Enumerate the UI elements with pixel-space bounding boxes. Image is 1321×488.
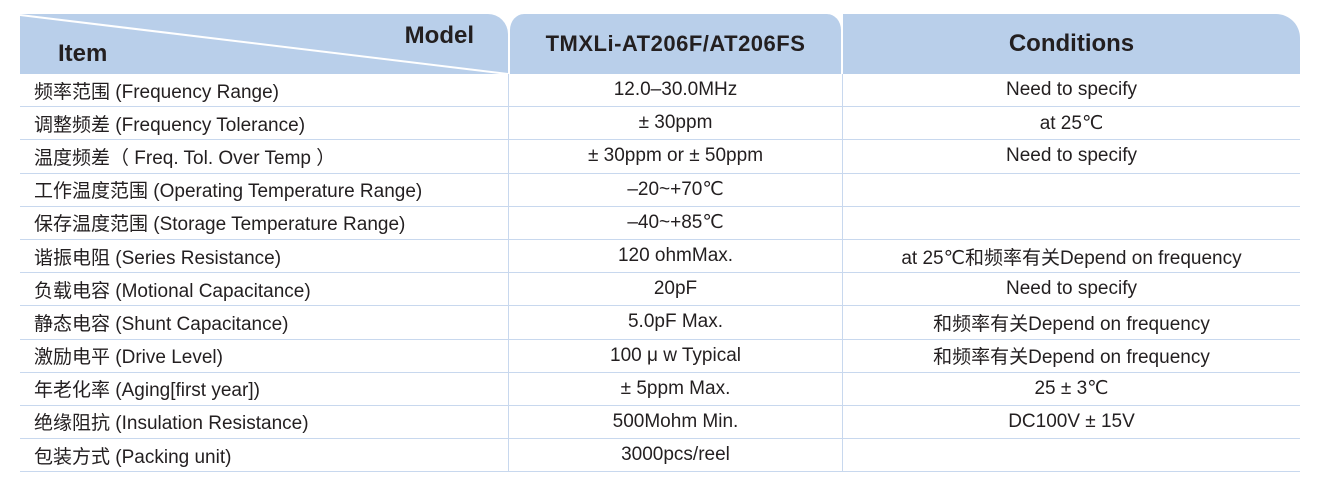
row-item: 温度频差（ Freq. Tol. Over Temp ） (34, 147, 336, 169)
table-row: 调整频差 (Frequency Tolerance) ± 30ppm at 25℃ (20, 107, 1300, 141)
table-row: 负载电容 (Motional Capacitance) 20pF Need to s… (20, 273, 1300, 307)
row-item: 工作温度范围 (Operating Temperature Range) (34, 181, 423, 203)
table-row: 温度频差（ Freq. Tol. Over Temp ） ± 30ppm or ±… (20, 140, 1300, 174)
row-condition: at 25℃ (1039, 112, 1104, 134)
row-value: ± 5ppm Max. (508, 372, 843, 405)
header-conditions: Conditions (843, 14, 1300, 74)
row-item: 频率范围 (Frequency Range) (34, 81, 279, 103)
row-item: 绝缘阻抗 (Insulation Resistance) (34, 413, 309, 435)
row-condition: 25 ± 3℃ (1034, 378, 1109, 400)
row-condition: 和频率有关Depend on frequency (933, 347, 1210, 369)
table-row: 包装方式 (Packing unit) 3000pcs/reel (20, 439, 1300, 473)
row-item: 激励电平 (Drive Level) (34, 347, 223, 369)
row-item: 保存温度范围 (Storage Temperature Range) (34, 214, 406, 236)
spec-table: Item Model TMXLi-AT206F/AT206FS Conditio… (20, 14, 1300, 473)
row-value: 20pF (508, 273, 843, 306)
table-row: 年老化率 (Aging[first year]) ± 5ppm Max. 25 ± … (20, 372, 1300, 406)
table-row: 静态电容 (Shunt Capacitance) 5.0pF Max. 和频率有关D… (20, 306, 1300, 340)
row-value: –40~+85℃ (508, 206, 843, 239)
row-value: 5.0pF Max. (508, 306, 843, 339)
row-condition: DC100V ± 15V (1008, 410, 1135, 432)
row-value: 3000pcs/reel (508, 439, 843, 472)
row-condition: Need to specify (1006, 79, 1137, 101)
row-item: 年老化率 (Aging[first year]) (34, 380, 260, 402)
table-row: 工作温度范围 (Operating Temperature Range) –20~… (20, 173, 1300, 207)
header-item-model-cell: Item Model (20, 14, 508, 74)
row-condition: 和频率有关Depend on frequency (933, 313, 1210, 335)
table-row: 保存温度范围 (Storage Temperature Range) –40~+8… (20, 206, 1300, 240)
header-model-name: TMXLi-AT206F/AT206FS (508, 14, 843, 74)
row-item: 包装方式 (Packing unit) (34, 446, 232, 468)
header-item: Item (58, 40, 108, 67)
row-value: 100 μ w Typical (508, 339, 843, 372)
row-item: 谐振电阻 (Series Resistance) (34, 247, 282, 269)
row-value: 120 ohmMax. (508, 239, 843, 273)
row-condition: Need to specify (1006, 278, 1137, 300)
row-value: –20~+70℃ (508, 173, 843, 206)
table-row: 频率范围 (Frequency Range) 12.0–30.0MHz Need t… (20, 74, 1300, 108)
table-row: 谐振电阻 (Series Resistance) 120 ohmMax. at 25… (20, 239, 1300, 274)
row-item: 负载电容 (Motional Capacitance) (34, 280, 311, 302)
table-header: Item Model TMXLi-AT206F/AT206FS Conditio… (20, 14, 1300, 74)
header-model: Model (404, 22, 474, 49)
row-condition: at 25℃和频率有关Depend on frequency (901, 247, 1242, 269)
table-body: 频率范围 (Frequency Range) 12.0–30.0MHz Need t… (20, 74, 1300, 473)
diagonal-divider (20, 14, 508, 74)
row-condition: Need to specify (1006, 145, 1137, 167)
row-value: 500Mohm Min. (508, 405, 843, 439)
row-item: 静态电容 (Shunt Capacitance) (34, 313, 289, 335)
table-row: 绝缘阻抗 (Insulation Resistance) 500Mohm Min.… (20, 405, 1300, 440)
row-item: 调整频差 (Frequency Tolerance) (34, 114, 306, 136)
table-row: 激励电平 (Drive Level) 100 μ w Typical 和频率有关De… (20, 339, 1300, 373)
row-value: ± 30ppm (508, 107, 843, 140)
row-value: 12.0–30.0MHz (508, 74, 843, 107)
row-value: ± 30ppm or ± 50ppm (508, 140, 843, 173)
